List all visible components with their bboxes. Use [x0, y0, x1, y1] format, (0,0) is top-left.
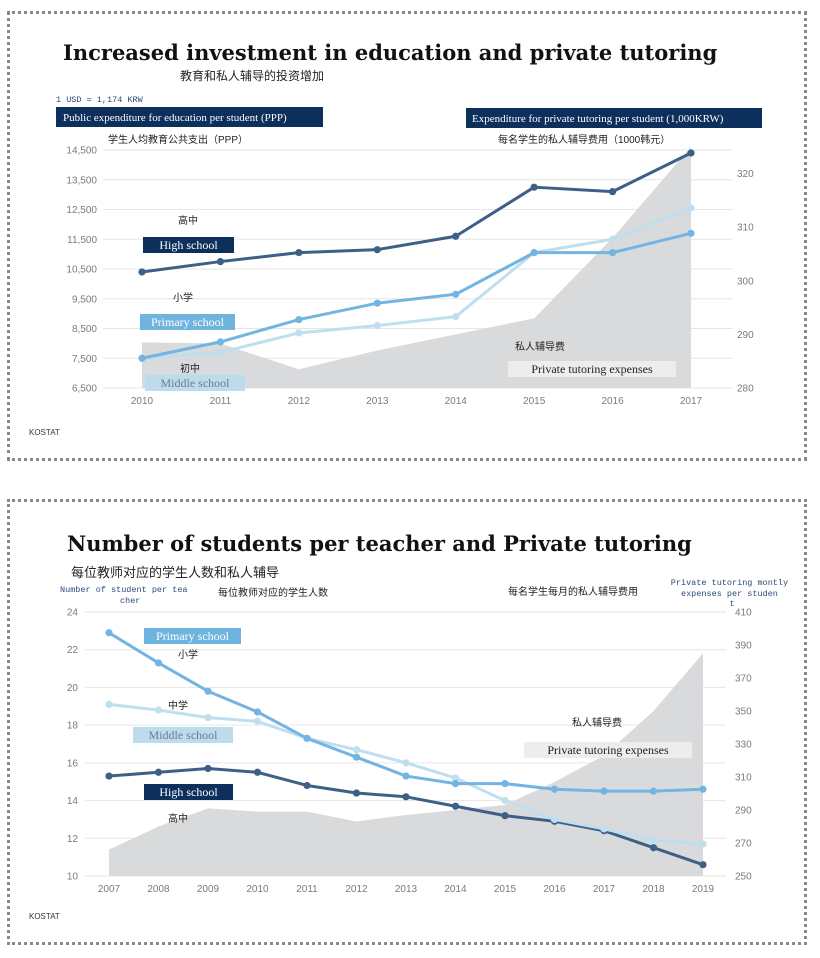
chart-panel-students-per-teacher: [7, 499, 807, 945]
chart-panel-education-investment: [7, 11, 807, 461]
